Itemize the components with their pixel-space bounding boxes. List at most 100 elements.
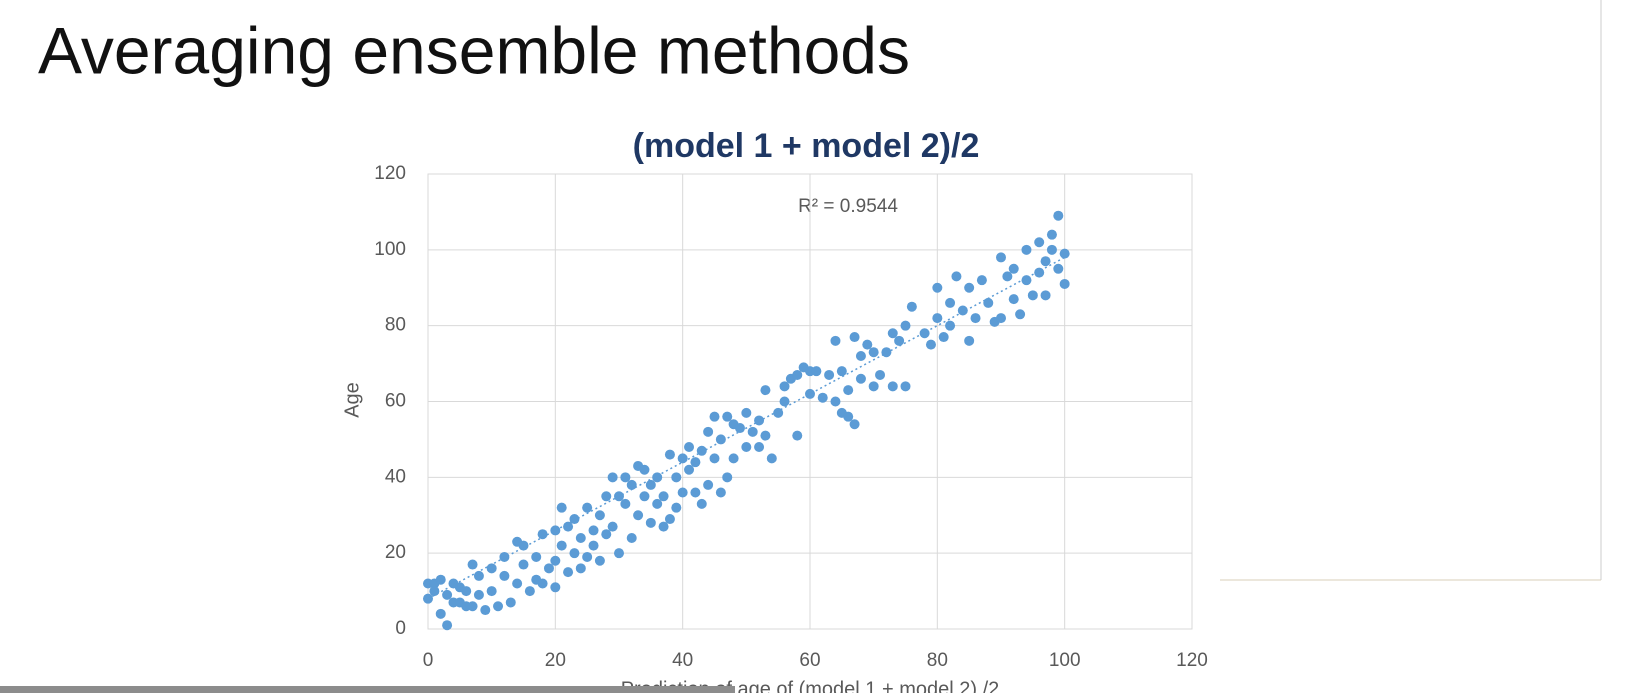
point bbox=[843, 385, 854, 396]
point bbox=[970, 313, 981, 324]
point bbox=[473, 589, 484, 600]
point bbox=[461, 586, 472, 597]
point bbox=[550, 555, 561, 566]
point bbox=[703, 479, 714, 490]
point bbox=[467, 601, 478, 612]
x-tick-label: 120 bbox=[1176, 650, 1208, 671]
point bbox=[1027, 290, 1038, 301]
point bbox=[792, 430, 803, 441]
point bbox=[620, 498, 631, 509]
point bbox=[760, 430, 771, 441]
point bbox=[633, 510, 644, 521]
x-tick-label: 60 bbox=[799, 650, 820, 671]
point bbox=[607, 472, 618, 483]
x-tick-label: 40 bbox=[672, 650, 693, 671]
point bbox=[945, 297, 956, 308]
point bbox=[932, 282, 943, 293]
point bbox=[582, 551, 593, 562]
point bbox=[518, 540, 529, 551]
point bbox=[792, 369, 803, 380]
point bbox=[1034, 237, 1045, 248]
point bbox=[556, 502, 567, 513]
point bbox=[442, 589, 453, 600]
point bbox=[779, 396, 790, 407]
point bbox=[1008, 294, 1019, 305]
point bbox=[709, 411, 720, 422]
point bbox=[531, 551, 542, 562]
point bbox=[722, 472, 733, 483]
point bbox=[588, 540, 599, 551]
point bbox=[855, 373, 866, 384]
point bbox=[919, 328, 930, 339]
point bbox=[741, 407, 752, 418]
point bbox=[543, 563, 554, 574]
point bbox=[773, 407, 784, 418]
x-tick-label: 20 bbox=[545, 650, 566, 671]
point bbox=[830, 335, 841, 346]
point bbox=[945, 320, 956, 331]
point bbox=[658, 521, 669, 532]
point bbox=[473, 570, 484, 581]
point bbox=[1008, 263, 1019, 274]
point bbox=[722, 411, 733, 422]
point bbox=[760, 385, 771, 396]
point bbox=[486, 586, 497, 597]
y-tick-label: 20 bbox=[385, 542, 406, 563]
point bbox=[887, 381, 898, 392]
annotation: R² = 0.9544 bbox=[798, 196, 898, 217]
point bbox=[741, 442, 752, 452]
y-tick-label: 40 bbox=[385, 466, 406, 487]
point bbox=[677, 487, 688, 498]
point bbox=[862, 339, 873, 350]
point bbox=[1002, 271, 1013, 282]
point bbox=[1034, 267, 1045, 278]
point bbox=[658, 491, 669, 502]
point bbox=[996, 252, 1006, 263]
point bbox=[1040, 256, 1051, 267]
point bbox=[620, 472, 631, 483]
point bbox=[843, 411, 854, 422]
point bbox=[684, 442, 695, 452]
point bbox=[900, 320, 911, 331]
point bbox=[1021, 275, 1032, 286]
point bbox=[639, 464, 650, 475]
point bbox=[754, 442, 765, 452]
point bbox=[645, 517, 656, 528]
chart-title: (model 1 + model 2)/2 bbox=[633, 127, 980, 165]
point bbox=[703, 426, 714, 437]
y-tick-label: 80 bbox=[385, 315, 406, 336]
point bbox=[983, 297, 994, 308]
point bbox=[499, 570, 510, 581]
point bbox=[830, 396, 841, 407]
point bbox=[824, 369, 835, 380]
y-tick-label: 100 bbox=[374, 239, 406, 260]
point bbox=[976, 275, 987, 286]
point bbox=[1059, 248, 1070, 259]
point bbox=[429, 586, 440, 597]
point bbox=[938, 332, 949, 343]
point bbox=[486, 563, 497, 574]
point bbox=[575, 533, 586, 543]
point bbox=[709, 453, 720, 464]
x-tick-label: 100 bbox=[1049, 650, 1081, 671]
point bbox=[868, 347, 879, 358]
point bbox=[594, 510, 605, 521]
point bbox=[435, 574, 446, 585]
point bbox=[537, 529, 548, 540]
point bbox=[556, 540, 567, 551]
y-tick-label: 0 bbox=[395, 618, 406, 639]
point bbox=[442, 620, 453, 631]
point bbox=[925, 339, 936, 350]
point bbox=[575, 563, 586, 574]
point bbox=[569, 548, 580, 559]
point bbox=[1040, 290, 1051, 301]
y-tick-label: 60 bbox=[385, 391, 406, 412]
point bbox=[626, 479, 637, 490]
point bbox=[811, 366, 822, 377]
point bbox=[906, 301, 917, 312]
point bbox=[1059, 278, 1070, 289]
point bbox=[505, 597, 516, 608]
video-bar bbox=[0, 686, 735, 693]
x-tick-label: 0 bbox=[423, 650, 434, 671]
